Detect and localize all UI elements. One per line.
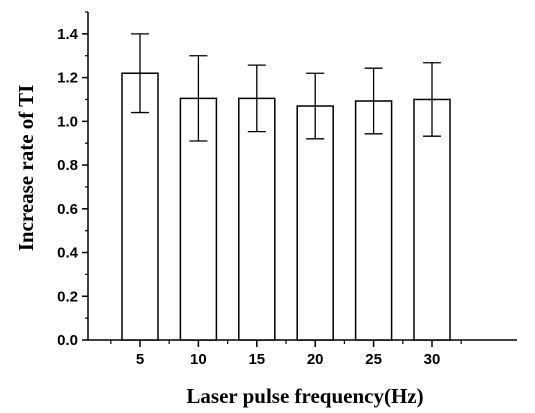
bar (413, 98, 451, 341)
bar (238, 97, 276, 341)
y-tick-label: 0.4 (57, 245, 79, 262)
y-tick-label: 1.0 (57, 113, 78, 130)
y-ticks-group: 0.0 0.2 0.4 0.6 0.8 1.0 1.2 1.4 (57, 11, 88, 349)
bar (296, 105, 334, 341)
y-axis-title: Increase rate of TI (14, 85, 38, 252)
x-tick-label: 30 (424, 351, 441, 368)
x-tick-label: 15 (248, 351, 265, 368)
y-tick-label: 0.0 (57, 332, 78, 349)
x-ticks-group: 5 10 15 20 25 30 (110, 340, 462, 368)
x-tick-label: 25 (365, 351, 382, 368)
y-tick-label: 0.2 (57, 288, 78, 305)
bar (354, 100, 393, 341)
bars-group (121, 33, 451, 341)
bar (121, 72, 159, 341)
x-tick-label: 5 (136, 351, 144, 368)
x-tick-label: 20 (307, 351, 324, 368)
x-axis-title: Laser pulse frequency(Hz) (186, 384, 423, 408)
y-tick-label: 1.4 (57, 26, 79, 43)
y-tick-label: 1.2 (57, 70, 78, 87)
y-tick-label: 0.8 (57, 157, 78, 174)
y-tick-label: 0.6 (57, 201, 78, 218)
x-tick-label: 10 (190, 351, 207, 368)
